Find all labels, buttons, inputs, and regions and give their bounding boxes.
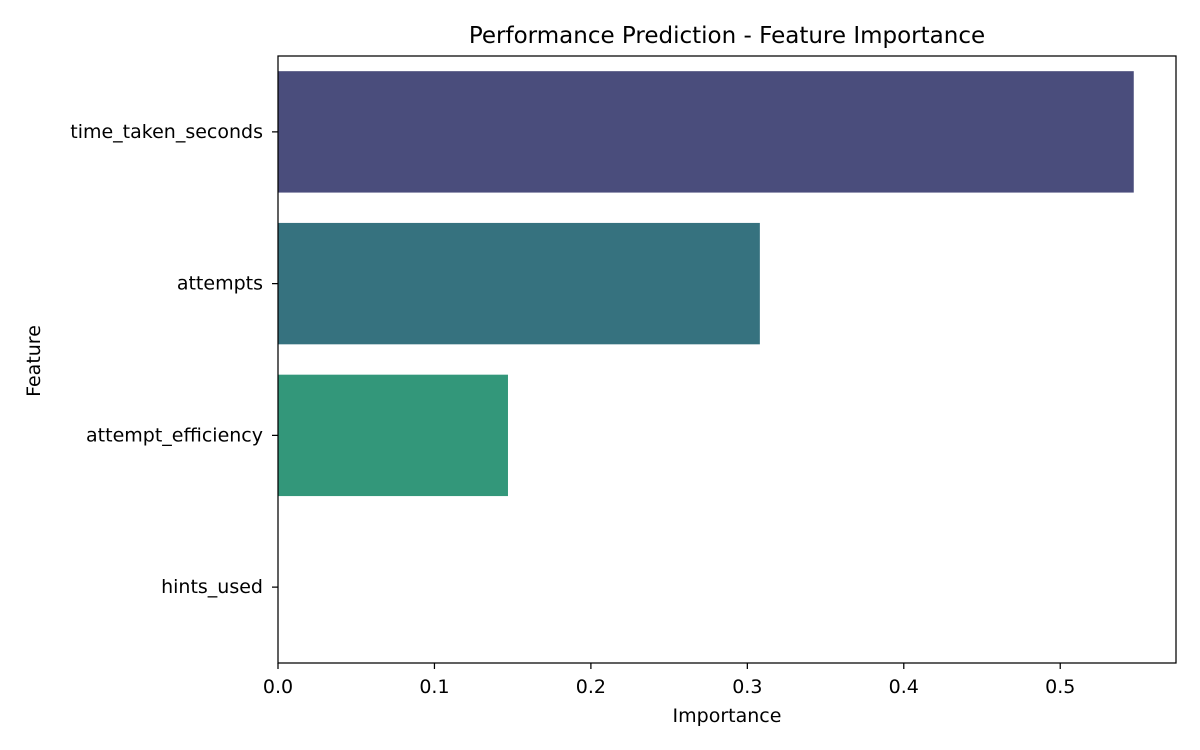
bar-time-taken-seconds	[278, 71, 1134, 193]
x-tick-label: 0.5	[1045, 676, 1075, 698]
y-tick-label: attempts	[177, 273, 263, 295]
x-tick-label: 0.1	[419, 676, 449, 698]
plot-frame	[277, 55, 1177, 664]
x-tick-label: 0.3	[732, 676, 762, 698]
x-axis-ticks: 0.0 0.1 0.2 0.3 0.4 0.5	[263, 663, 1075, 698]
x-tick-label: 0.2	[576, 676, 606, 698]
x-axis-label: Importance	[673, 705, 782, 727]
y-axis-ticks: time_taken_seconds attempts attempt_effici…	[70, 121, 278, 598]
bar-attempts	[278, 222, 760, 345]
bar-attempt-efficiency	[278, 374, 508, 497]
x-tick-label: 0.4	[889, 676, 919, 698]
bars-layer	[278, 71, 1134, 497]
x-tick-label: 0.0	[263, 676, 293, 698]
y-tick-label: time_taken_seconds	[70, 121, 263, 143]
chart-title: Performance Prediction - Feature Importa…	[469, 23, 985, 49]
y-tick-label: hints_used	[161, 576, 263, 598]
y-axis-label: Feature	[23, 325, 45, 397]
y-tick-label: attempt_efficiency	[86, 424, 263, 446]
